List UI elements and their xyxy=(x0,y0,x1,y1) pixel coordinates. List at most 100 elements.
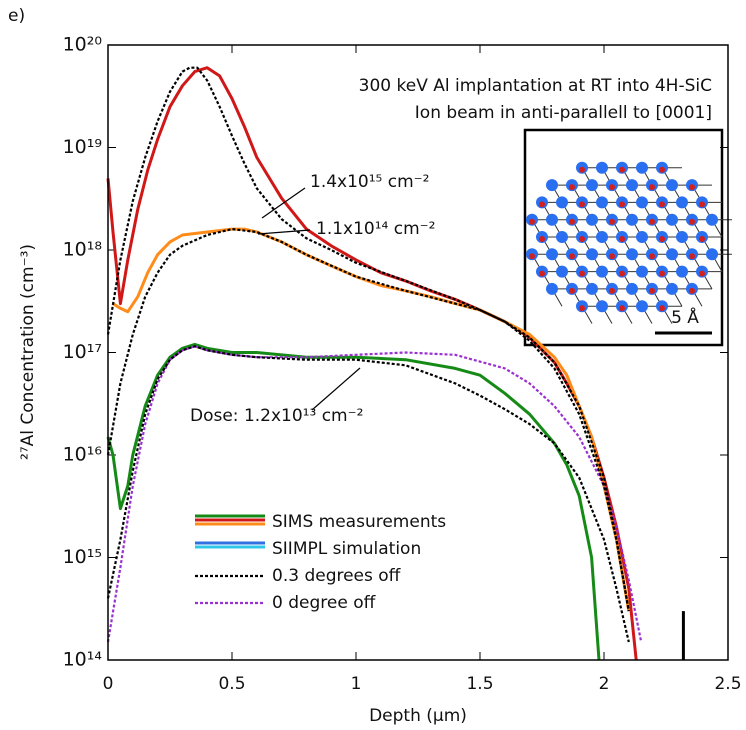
lattice-atom xyxy=(596,231,608,243)
lattice-atom xyxy=(596,300,608,313)
lattice-atom-al xyxy=(569,287,575,294)
lattice-atom-al xyxy=(529,253,535,260)
lattice-atom xyxy=(626,248,638,261)
series-line xyxy=(106,345,643,643)
lattice-atom xyxy=(676,231,688,243)
lattice-atom xyxy=(626,179,638,192)
lattice-atom xyxy=(626,282,638,295)
lattice-atom-al xyxy=(659,201,665,208)
lattice-atom xyxy=(636,265,648,278)
lattice-atom-al xyxy=(619,166,625,173)
lattice-atom xyxy=(586,179,598,192)
x-axis-label: Depth (μm) xyxy=(369,706,467,726)
plot-frame xyxy=(107,44,729,661)
lattice-atom xyxy=(596,196,608,209)
legend-label: SIMS measurements xyxy=(272,512,446,532)
lattice-atom xyxy=(596,265,608,278)
series-line xyxy=(106,342,601,661)
lattice-atom xyxy=(636,300,648,313)
lattice-atom xyxy=(666,179,678,192)
legend-label: SIIMPL simulation xyxy=(272,539,421,559)
lattice-atom-al xyxy=(649,184,655,191)
lattice-atom xyxy=(586,282,598,295)
lattice-atom xyxy=(556,196,568,209)
lattice-atom-al xyxy=(609,184,615,191)
lattice-atom xyxy=(676,196,688,209)
lattice-atom-al xyxy=(689,253,695,260)
lattice-atom xyxy=(546,179,558,192)
lattice-atom-al xyxy=(689,184,695,191)
lattice-atom-al xyxy=(539,236,545,242)
x-tick-label: 0.5 xyxy=(218,674,245,694)
panel-label: e) xyxy=(8,6,25,26)
lattice-atom xyxy=(636,231,648,243)
chart-subtitle: Ion beam in anti-parallell to [0001] xyxy=(415,103,712,123)
lattice-atom-al xyxy=(579,201,585,208)
annotation: Dose: 1.2x10¹³ cm⁻² xyxy=(190,406,363,426)
lattice-atom-al xyxy=(699,201,705,208)
lattice-atom-al xyxy=(609,253,615,260)
series-line xyxy=(106,345,630,643)
legend-label: 0 degree off xyxy=(272,593,377,613)
lattice-atom xyxy=(556,231,568,243)
series-line xyxy=(112,227,631,612)
x-tick-label: 0 xyxy=(103,674,114,694)
lattice-atom xyxy=(676,265,688,278)
scale-label: 5 Å xyxy=(671,306,699,328)
lattice-atom-al xyxy=(649,287,655,294)
lattice-atom-al xyxy=(619,236,625,242)
y-tick-label: 10¹⁵ xyxy=(63,546,102,568)
lattice-atom-al xyxy=(579,236,585,242)
lattice-atom-al xyxy=(699,270,705,277)
lattice-atom xyxy=(596,161,608,174)
lattice-atom-al xyxy=(659,236,665,242)
y-tick-label: 10¹⁹ xyxy=(63,136,102,158)
lattice-atom-al xyxy=(569,184,575,191)
lattice-atom xyxy=(586,213,598,226)
y-tick-label: 10²⁰ xyxy=(63,34,102,56)
series-line xyxy=(106,228,630,612)
lattice-atom-al xyxy=(539,270,545,277)
lattice-atom xyxy=(636,196,648,209)
chart-title: 300 keV Al implantation at RT into 4H-Si… xyxy=(359,76,712,96)
lattice-atom-al xyxy=(609,218,615,225)
y-tick-label: 10¹⁴ xyxy=(63,649,103,671)
lattice-atom-al xyxy=(699,236,705,242)
lattice-atom xyxy=(636,161,648,174)
lattice-atom-al xyxy=(659,270,665,277)
annotation-arrows xyxy=(257,187,361,411)
lattice-atom xyxy=(556,265,568,278)
inset-lattice: 5 Å xyxy=(526,161,732,335)
lattice-atom-al xyxy=(689,287,695,294)
annotation: 1.1x10¹⁴ cm⁻² xyxy=(316,219,435,239)
x-tick-label: 1.5 xyxy=(466,674,493,694)
annotation: 1.4x10¹⁵ cm⁻² xyxy=(310,172,429,192)
lattice-atom-al xyxy=(609,287,615,294)
lattice-atom-al xyxy=(619,305,625,312)
lattice-atom xyxy=(706,213,718,226)
legend-label: 0.3 degrees off xyxy=(272,566,402,586)
lattice-atom-al xyxy=(649,253,655,260)
lattice-atom xyxy=(546,282,558,295)
y-axis-label: ²⁷Al Concentration (cm⁻³) xyxy=(18,244,38,460)
lattice-atom xyxy=(586,248,598,261)
lattice-atom-al xyxy=(539,201,545,208)
series-line xyxy=(106,66,630,612)
lattice-atom xyxy=(546,213,558,226)
x-tick-label: 1 xyxy=(351,674,362,694)
lattice-atom xyxy=(546,248,558,261)
annotation-line xyxy=(311,367,361,411)
lattice-atom-al xyxy=(619,270,625,277)
lattice-atom xyxy=(666,213,678,226)
lattice-atom-al xyxy=(579,270,585,277)
x-tick-label: 2 xyxy=(599,674,610,694)
annotation-line xyxy=(261,187,306,219)
lattice-atom-al xyxy=(689,218,695,225)
lattice-atom xyxy=(706,248,718,261)
x-tick-label: 2.5 xyxy=(714,674,741,694)
y-tick-label: 10¹⁷ xyxy=(63,341,102,363)
lattice-atom-al xyxy=(649,218,655,225)
lattice-atom-al xyxy=(579,305,585,312)
lattice-atom-al xyxy=(619,201,625,208)
